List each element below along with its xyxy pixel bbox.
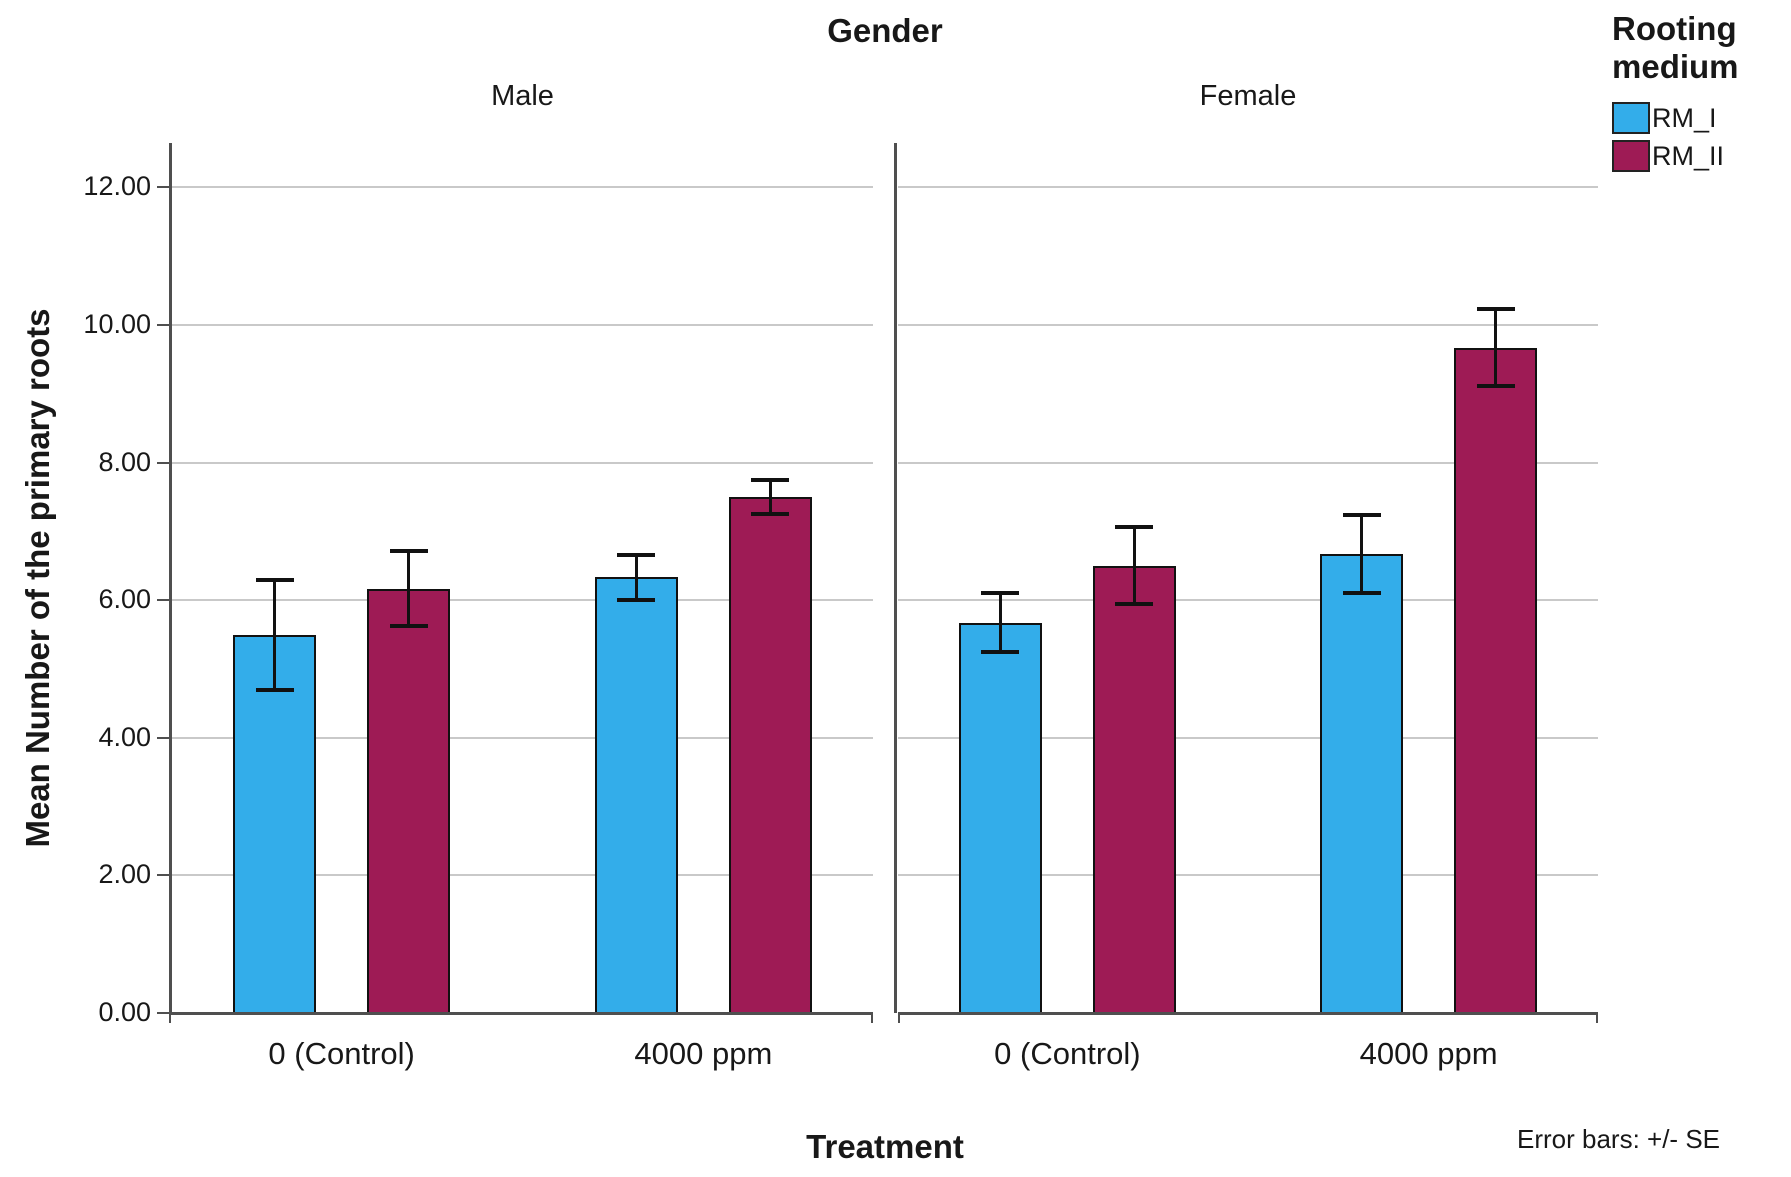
- error-bar-cap-bottom-female-0-rm-ii: [1115, 602, 1154, 607]
- error-bar-line-male-0-rm-ii: [407, 550, 411, 627]
- legend-swatch-rm-i: [1612, 102, 1650, 134]
- error-bar-cap-top-male-0-rm-i: [255, 577, 294, 582]
- gridline-6: [898, 599, 1598, 602]
- gridline-12: [898, 186, 1598, 189]
- legend-item-rm-ii: RM_II: [1612, 140, 1791, 172]
- gridline-10: [898, 324, 1598, 326]
- gridline-6: [172, 599, 873, 602]
- x-axis-title: Treatment: [806, 1128, 964, 1165]
- chart-title: Gender: [827, 12, 943, 49]
- y-axis-tick-0: [157, 1012, 169, 1014]
- error-bar-cap-bottom-female-1-rm-ii: [1476, 384, 1515, 389]
- x-axis-endtick: [169, 1015, 171, 1023]
- x-axis-line-male: [169, 1012, 873, 1015]
- error-bar-line-male-1-rm-i: [634, 554, 638, 601]
- y-axis-tick-6: [157, 599, 169, 602]
- y-tick-label-12: 12.00: [83, 171, 151, 202]
- gridline-4: [898, 736, 1598, 739]
- y-axis-tick-10: [157, 324, 169, 326]
- error-bar-cap-bottom-female-0-rm-i: [981, 650, 1020, 655]
- y-axis-line: [169, 143, 172, 1013]
- error-bar-cap-bottom-male-0-rm-i: [255, 687, 294, 692]
- category-label-male-0: 0 (Control): [268, 1036, 415, 1071]
- y-tick-label-4: 4.00: [98, 721, 151, 752]
- bar-female-1-rm-i: [1320, 554, 1404, 1014]
- error-bars-note: Error bars: +/- SE: [1517, 1124, 1720, 1154]
- category-label-female-1: 4000 ppm: [1359, 1036, 1498, 1071]
- y-tick-label-8: 8.00: [98, 446, 151, 477]
- error-bar-cap-top-male-1-rm-ii: [751, 478, 790, 483]
- bar-male-1-rm-i: [594, 577, 678, 1014]
- y-tick-label-0: 0.00: [98, 997, 151, 1027]
- error-bar-line-male-0-rm-i: [273, 579, 277, 690]
- panel-divider-line: [894, 143, 897, 1013]
- category-label-male-1: 4000 ppm: [634, 1036, 773, 1071]
- error-bar-line-male-1-rm-ii: [768, 480, 772, 514]
- error-bar-cap-top-female-1-rm-ii: [1476, 307, 1515, 312]
- legend-swatch-rm-ii: [1612, 140, 1650, 172]
- gridline-4: [172, 736, 873, 739]
- legend-item-rm-i: RM_I: [1612, 102, 1791, 134]
- y-tick-label-2: 2.00: [98, 859, 151, 890]
- legend-title: Rooting medium: [1612, 10, 1739, 85]
- gridline-2: [172, 874, 873, 877]
- panel-label-male: Male: [491, 80, 554, 112]
- y-axis-tick-12: [157, 186, 169, 189]
- legend-label-rm-i: RM_I: [1652, 102, 1717, 133]
- error-bar-cap-top-male-0-rm-ii: [389, 548, 428, 553]
- category-label-female-0: 0 (Control): [994, 1036, 1141, 1071]
- y-axis-tick-4: [157, 736, 169, 739]
- x-axis-endtick: [1596, 1015, 1598, 1023]
- bar-female-1-rm-ii: [1454, 347, 1538, 1014]
- y-axis-tick-8: [157, 461, 169, 464]
- gridline-8: [172, 461, 873, 464]
- error-bar-line-female-1-rm-i: [1360, 514, 1364, 594]
- error-bar-cap-bottom-male-1-rm-i: [617, 598, 656, 603]
- error-bar-cap-bottom-male-1-rm-ii: [751, 511, 790, 516]
- bar-male-0-rm-i: [233, 634, 317, 1014]
- error-bar-line-female-0-rm-ii: [1132, 527, 1136, 605]
- bar-female-0-rm-i: [958, 622, 1042, 1014]
- gridline-8: [898, 461, 1598, 464]
- bar-male-0-rm-ii: [367, 588, 451, 1014]
- error-bar-cap-top-female-0-rm-i: [981, 591, 1020, 596]
- error-bar-cap-top-male-1-rm-i: [617, 552, 656, 557]
- legend-label-rm-ii: RM_II: [1652, 140, 1725, 171]
- x-axis-endtick: [898, 1015, 900, 1023]
- bar-female-0-rm-ii: [1092, 565, 1176, 1014]
- y-axis-tick-2: [157, 874, 169, 877]
- error-bar-cap-bottom-female-1-rm-i: [1342, 591, 1381, 596]
- error-bar-line-female-0-rm-i: [998, 593, 1002, 653]
- y-tick-label-6: 6.00: [98, 584, 151, 615]
- gridline-10: [172, 324, 873, 326]
- panel-label-female: Female: [1199, 80, 1297, 112]
- x-axis-line-female: [898, 1012, 1598, 1015]
- error-bar-line-female-1-rm-ii: [1494, 309, 1498, 387]
- bar-male-1-rm-ii: [728, 497, 812, 1014]
- gridline-2: [898, 874, 1598, 877]
- gridline-12: [172, 186, 873, 189]
- x-axis-endtick: [871, 1015, 873, 1023]
- error-bar-cap-top-female-1-rm-i: [1342, 512, 1381, 517]
- error-bar-cap-bottom-male-0-rm-ii: [389, 624, 428, 629]
- y-tick-label-10: 10.00: [83, 309, 151, 339]
- error-bar-cap-top-female-0-rm-ii: [1115, 525, 1154, 530]
- legend: Rooting medium RM_I RM_II: [1612, 10, 1791, 178]
